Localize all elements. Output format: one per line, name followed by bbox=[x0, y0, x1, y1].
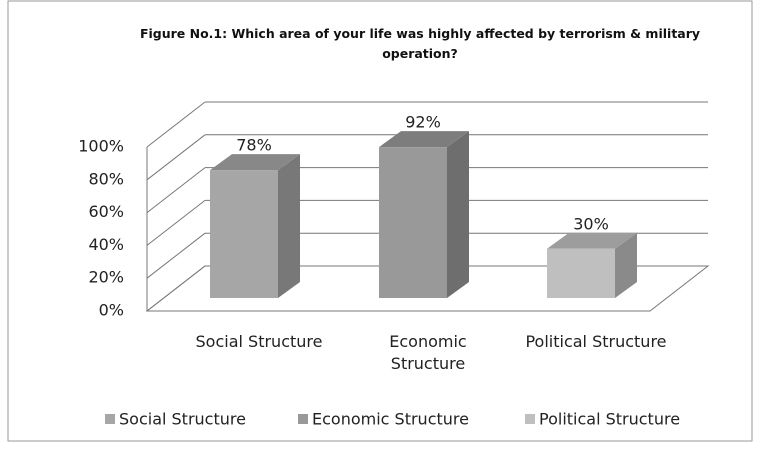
legend-label: Political Structure bbox=[539, 410, 680, 429]
grid-line bbox=[146, 101, 206, 148]
chart-border bbox=[7, 0, 753, 442]
legend-swatch bbox=[298, 414, 308, 424]
data-label: 30% bbox=[573, 214, 609, 233]
y-tick-label: 100% bbox=[78, 137, 124, 156]
legend-label: Economic Structure bbox=[312, 410, 469, 429]
data-label: 78% bbox=[236, 136, 272, 155]
grid-line bbox=[146, 232, 206, 279]
x-tick-label: Social Structure bbox=[195, 332, 323, 351]
bar bbox=[547, 248, 615, 298]
x-tick-label: Political Structure bbox=[525, 332, 667, 351]
bar bbox=[210, 170, 278, 298]
chart-title: Figure No.1: Which area of your life was… bbox=[139, 26, 701, 61]
grid-line bbox=[146, 200, 206, 246]
y-tick-label: 0% bbox=[99, 301, 124, 320]
bar-top bbox=[379, 131, 469, 148]
bar-top bbox=[547, 232, 637, 249]
bar-side bbox=[615, 232, 637, 298]
y-tick-label: 40% bbox=[88, 235, 124, 254]
grid-line bbox=[146, 167, 206, 213]
y-tick-label: 20% bbox=[88, 268, 124, 287]
data-label: 92% bbox=[405, 113, 441, 132]
grid-line bbox=[146, 134, 206, 181]
legend-swatch bbox=[525, 414, 535, 424]
legend-swatch bbox=[105, 414, 115, 424]
bar bbox=[379, 147, 447, 298]
x-tick-label: Economic Structure bbox=[389, 332, 467, 373]
bar-top bbox=[210, 154, 300, 171]
grid-line bbox=[146, 265, 206, 312]
legend-label: Social Structure bbox=[119, 410, 246, 429]
bar-side bbox=[278, 154, 300, 298]
y-tick-label: 60% bbox=[88, 202, 124, 221]
bar-side bbox=[447, 131, 469, 298]
y-tick-label: 80% bbox=[88, 169, 124, 188]
